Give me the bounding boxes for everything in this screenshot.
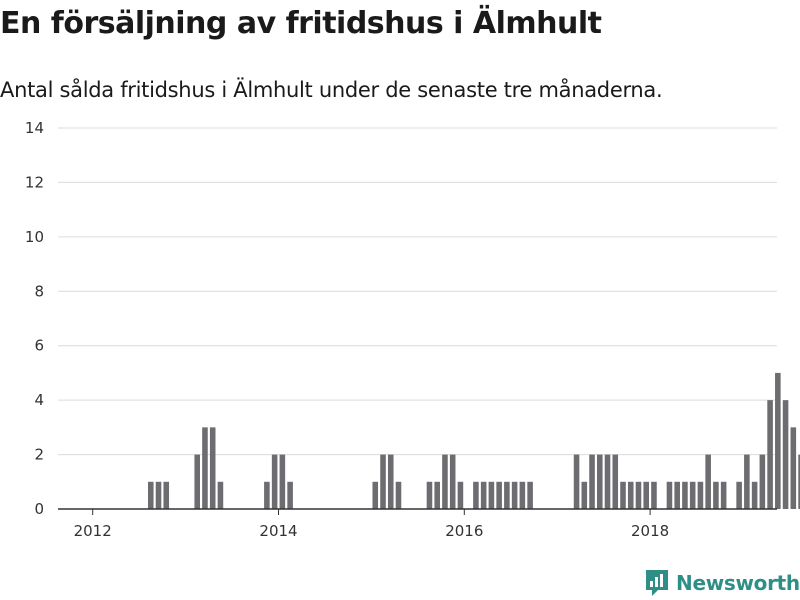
bar <box>527 481 533 509</box>
bar <box>449 454 456 509</box>
bar <box>666 481 673 509</box>
bar <box>620 481 626 509</box>
bar <box>147 481 154 509</box>
bar <box>720 481 727 509</box>
bar <box>480 481 487 509</box>
bar <box>434 481 440 509</box>
bar <box>596 454 603 509</box>
bar <box>713 481 719 509</box>
bar <box>759 454 766 509</box>
bar <box>271 454 278 509</box>
bar <box>790 427 797 509</box>
bar <box>643 481 650 509</box>
bar <box>682 481 688 509</box>
bar <box>442 454 448 509</box>
y-tick-label: 4 <box>34 391 44 409</box>
bar <box>217 481 224 509</box>
bar <box>589 454 595 509</box>
bar <box>697 481 704 509</box>
bar <box>581 481 588 509</box>
x-tick-label: 2016 <box>445 522 483 540</box>
y-tick-label: 0 <box>34 500 44 518</box>
bar <box>209 427 216 509</box>
newsworthy-logo-icon <box>646 570 668 596</box>
bar <box>651 481 657 509</box>
y-tick-label: 14 <box>25 119 44 137</box>
bar <box>372 481 379 509</box>
bar <box>635 481 642 509</box>
bar <box>202 427 208 509</box>
bar <box>782 400 789 509</box>
bar <box>380 454 386 509</box>
bar <box>519 481 526 509</box>
bar <box>279 454 286 509</box>
bar <box>155 481 162 509</box>
bar <box>387 454 394 509</box>
y-tick-label: 8 <box>34 282 44 300</box>
bar <box>612 454 619 509</box>
bar <box>705 454 711 509</box>
bar <box>604 454 611 509</box>
newsworthy-logo-text: Newsworthy <box>676 571 800 595</box>
bar <box>674 481 680 509</box>
bar <box>751 481 758 509</box>
bar <box>689 481 696 509</box>
bar <box>496 481 502 509</box>
bar <box>744 454 750 509</box>
bar <box>627 481 634 509</box>
bar <box>573 454 580 509</box>
x-tick-label: 2018 <box>631 522 669 540</box>
x-tick-label: 2014 <box>259 522 297 540</box>
y-tick-label: 6 <box>34 337 44 355</box>
chart-title: En försäljning av fritidshus i Älmhult <box>0 6 602 41</box>
bar <box>488 481 495 509</box>
bar <box>798 454 800 509</box>
bar <box>511 481 518 509</box>
bar <box>473 481 479 509</box>
chart-subtitle: Antal sålda fritidshus i Älmhult under d… <box>0 78 663 102</box>
bar <box>264 481 270 509</box>
bar <box>287 481 293 509</box>
bar <box>767 400 773 509</box>
bar <box>395 481 402 509</box>
bar <box>163 481 170 509</box>
bar <box>457 481 464 509</box>
bar <box>194 454 200 509</box>
bar <box>504 481 510 509</box>
bar <box>736 481 742 509</box>
bar <box>426 481 433 509</box>
y-tick-label: 10 <box>25 228 44 246</box>
x-tick-label: 2012 <box>74 522 112 540</box>
y-tick-label: 2 <box>34 446 44 464</box>
y-tick-label: 12 <box>25 173 44 191</box>
newsworthy-logo: Newsworthy <box>644 568 800 598</box>
bar <box>775 372 781 509</box>
